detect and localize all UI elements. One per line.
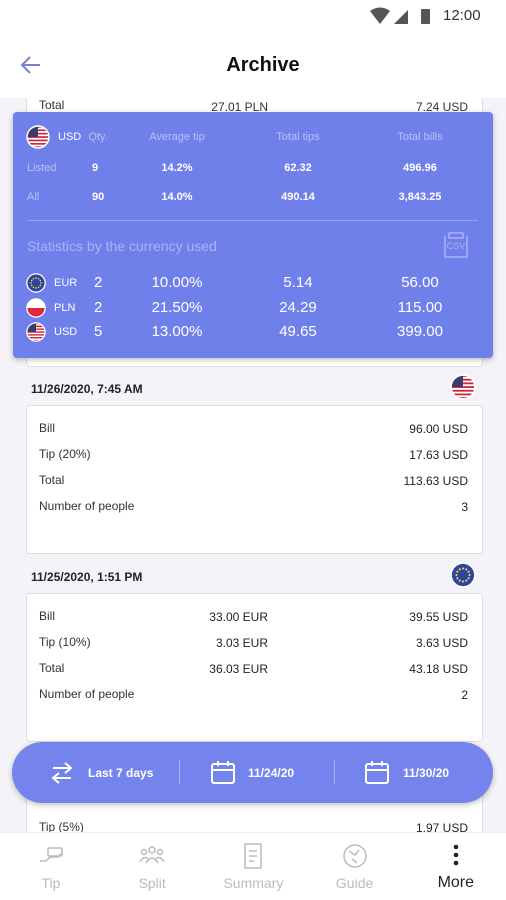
stats-row-label: All xyxy=(27,191,40,203)
row-converted: 3.63 USD xyxy=(415,636,468,650)
currency-code: USD xyxy=(54,326,78,338)
stats-value: 2 xyxy=(94,298,103,316)
divider xyxy=(27,220,478,221)
column-header: Qty. xyxy=(88,131,108,143)
row-converted: 17.63 USD xyxy=(409,448,468,462)
column-header: Average tip xyxy=(149,131,205,143)
stats-value: 14.2% xyxy=(161,162,193,174)
nav-icon[interactable] xyxy=(342,843,368,869)
filter-to[interactable]: 11/30/20 xyxy=(403,766,450,780)
row-amount: 33.00 EUR xyxy=(209,610,268,624)
separator xyxy=(334,760,335,784)
stats-panel xyxy=(13,112,493,358)
row-label: Tip (20%) xyxy=(39,447,91,461)
flag-icon xyxy=(450,562,476,588)
flag-icon xyxy=(26,322,46,342)
row-label: Total xyxy=(39,473,65,487)
row-converted: 113.63 USD xyxy=(403,474,468,488)
row-converted: 7.24 USD xyxy=(415,100,468,114)
entry-card xyxy=(26,405,483,554)
section-title: Statistics by the currency used xyxy=(27,238,217,254)
row-label: Total xyxy=(39,98,65,112)
nav-label[interactable]: Summary xyxy=(223,875,284,891)
row-converted: 1.97 USD xyxy=(415,821,468,835)
stats-value: 5 xyxy=(94,323,103,340)
stats-value: 49.65 xyxy=(279,323,317,340)
nav-label[interactable]: Split xyxy=(138,875,166,891)
status-icons xyxy=(368,6,438,26)
filter-period[interactable]: Last 7 days xyxy=(88,766,154,780)
swap-icon xyxy=(49,760,75,786)
flag-icon xyxy=(26,125,50,149)
row-converted: 3 xyxy=(461,500,468,514)
stats-value: 496.96 xyxy=(403,162,437,174)
row-amount: 27.01 PLN xyxy=(211,100,268,114)
entry-date: 11/25/2020, 1:51 PM xyxy=(31,570,143,584)
currency-code: PLN xyxy=(54,301,76,314)
stats-currency: USD xyxy=(58,131,82,143)
calendar-icon xyxy=(364,759,390,785)
row-amount: 3.03 EUR xyxy=(215,636,268,650)
row-converted: 96.00 USD xyxy=(409,422,468,436)
row-amount: 36.03 EUR xyxy=(209,662,268,676)
stats-value: 115.00 xyxy=(397,298,443,316)
currency-code: EUR xyxy=(54,277,78,289)
stats-value: 490.14 xyxy=(281,191,315,203)
csv-label: CSV xyxy=(446,241,466,251)
stats-value: 24.29 xyxy=(279,298,317,316)
stats-value: 62.32 xyxy=(284,162,312,174)
nav-icon[interactable] xyxy=(443,843,469,869)
stats-value: 2 xyxy=(94,274,103,291)
separator xyxy=(179,760,180,784)
entry-card xyxy=(26,593,483,742)
stats-value: 5.14 xyxy=(283,274,313,291)
column-header: Total tips xyxy=(276,131,320,143)
stats-value: 56.00 xyxy=(401,274,439,291)
row-label: Number of people xyxy=(39,687,135,701)
csv-button[interactable] xyxy=(443,232,469,259)
flag-icon xyxy=(450,374,476,400)
stats-value: 13.00% xyxy=(151,323,203,340)
nav-label[interactable]: Guide xyxy=(335,875,374,891)
nav-icon[interactable] xyxy=(139,843,165,869)
stats-value: 90 xyxy=(92,191,105,203)
calendar-icon xyxy=(210,759,236,785)
row-label: Total xyxy=(39,661,65,675)
row-converted: 39.55 USD xyxy=(409,610,468,624)
screen-title: Archive xyxy=(226,54,300,76)
stats-row-label: Listed xyxy=(27,162,57,174)
filter-from[interactable]: 11/24/20 xyxy=(248,766,295,780)
row-label: Tip (5%) xyxy=(39,820,84,834)
status-time: 12:00 xyxy=(443,7,481,24)
stats-value: 21.50% xyxy=(151,298,203,316)
filter-bar[interactable] xyxy=(12,742,493,803)
row-converted: 2 xyxy=(461,688,468,702)
column-header: Total bills xyxy=(397,131,443,143)
row-label: Number of people xyxy=(39,499,135,513)
row-label: Bill xyxy=(39,421,56,435)
nav-icon[interactable] xyxy=(240,843,266,869)
nav-label[interactable]: Tip xyxy=(41,875,61,891)
nav-icon[interactable] xyxy=(38,843,64,869)
row-label: Bill xyxy=(39,609,56,623)
row-label: Tip (10%) xyxy=(39,635,91,649)
row-converted: 43.18 USD xyxy=(409,662,468,676)
back-button[interactable] xyxy=(18,53,44,77)
nav-label[interactable]: More xyxy=(437,874,475,891)
stats-value: 10.00% xyxy=(151,274,203,291)
stats-value: 399.00 xyxy=(397,323,443,340)
flag-icon xyxy=(26,297,46,318)
entry-date: 11/26/2020, 7:45 AM xyxy=(31,382,143,396)
stats-value: 3,843.25 xyxy=(398,191,442,203)
stats-value: 14.0% xyxy=(161,191,193,203)
stats-value: 9 xyxy=(92,162,99,174)
flag-icon xyxy=(26,273,46,293)
